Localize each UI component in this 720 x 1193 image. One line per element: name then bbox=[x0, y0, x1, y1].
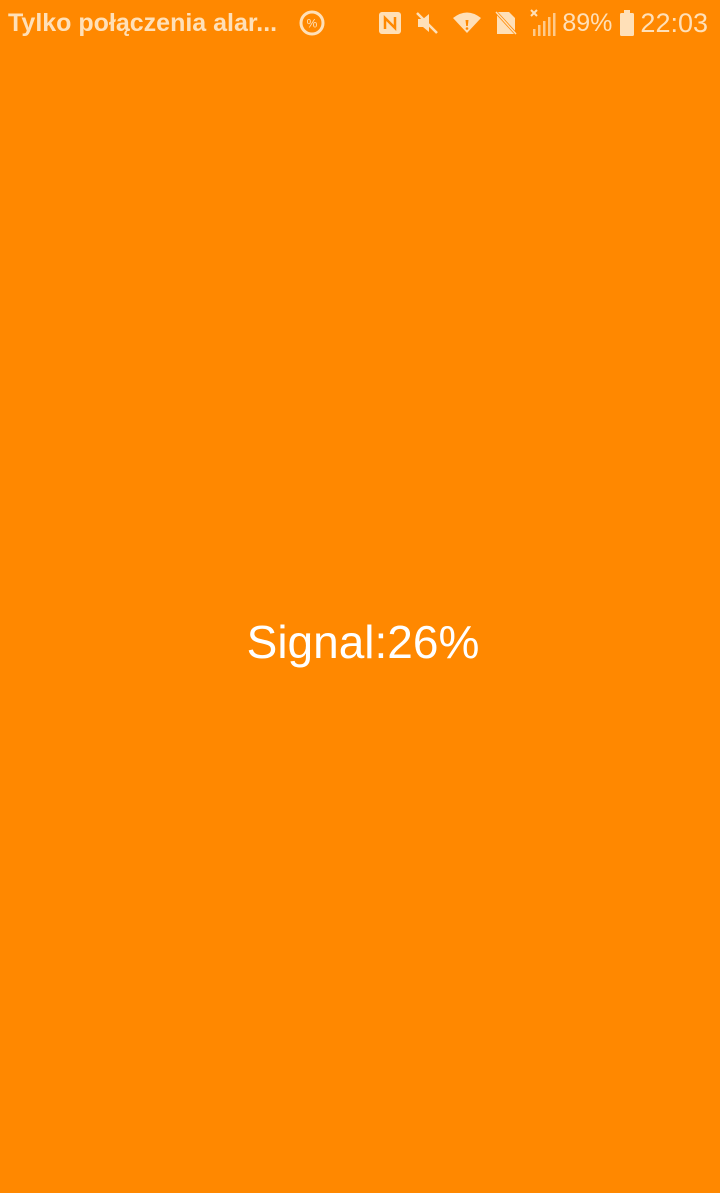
no-sim-icon bbox=[494, 10, 519, 36]
svg-text:%: % bbox=[307, 17, 318, 31]
carrier-text: Tylko połączenia alar... bbox=[8, 8, 278, 37]
clock: 22:03 bbox=[640, 7, 708, 38]
wifi-icon bbox=[452, 11, 482, 35]
mute-icon bbox=[414, 10, 440, 36]
status-bar: Tylko połączenia alar... % bbox=[0, 0, 720, 46]
battery-icon bbox=[620, 10, 635, 36]
battery-percentage: 89% bbox=[562, 8, 613, 37]
signal-strength-label: Signal:26% bbox=[246, 615, 480, 668]
nfc-icon bbox=[378, 11, 402, 35]
sale-percent-icon: % bbox=[299, 10, 325, 36]
signal-no-service-icon bbox=[530, 9, 556, 37]
